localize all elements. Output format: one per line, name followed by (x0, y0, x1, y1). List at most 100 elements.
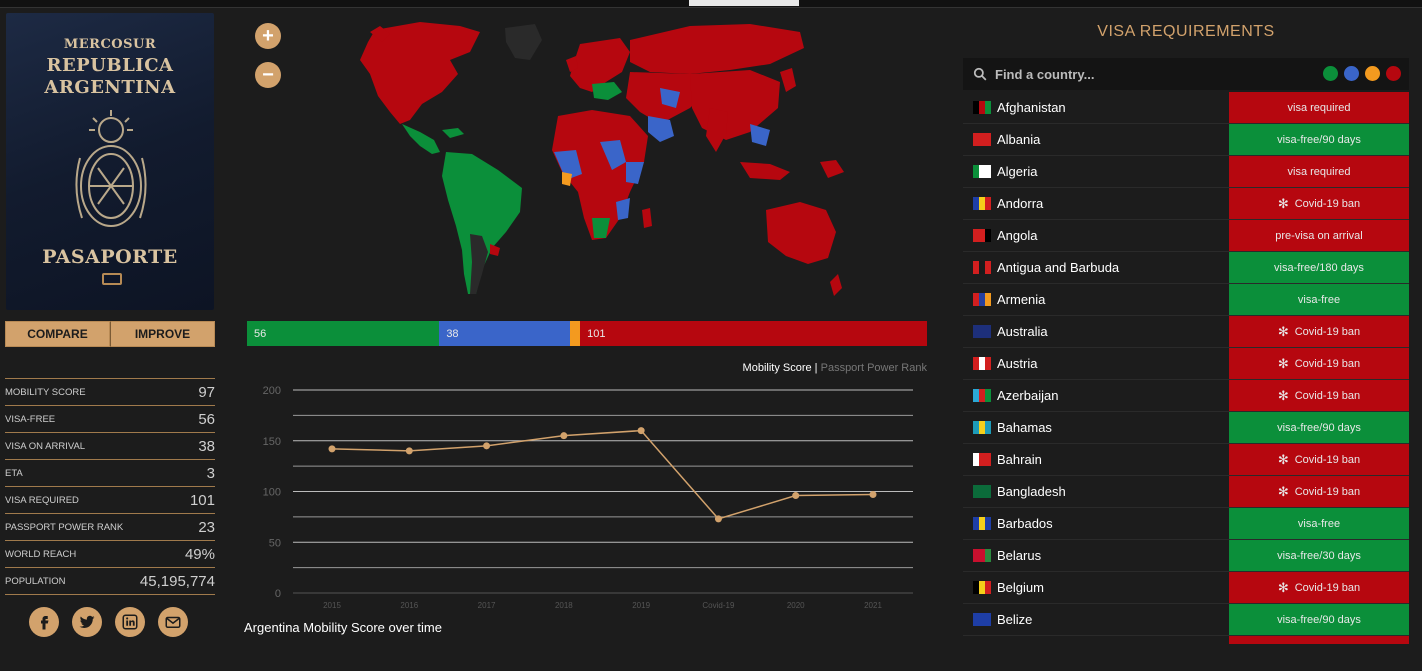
stats-divider (5, 594, 215, 595)
visa-status-text: Covid-19 ban (1294, 581, 1361, 594)
summary-eta[interactable] (569, 321, 581, 346)
country-flag-icon (973, 485, 991, 498)
x-tick-label: 2019 (632, 601, 650, 610)
visa-row[interactable]: Algeria visa required (963, 156, 1409, 188)
visa-requirements-title: VISA REQUIREMENTS (1097, 23, 1275, 40)
country-flag-icon (973, 229, 991, 242)
country-flag-icon (973, 517, 991, 530)
visa-status-badge: visa-free/90 days (1229, 124, 1409, 155)
visa-row[interactable]: Australia ✻ Covid-19 ban (963, 316, 1409, 348)
email-icon[interactable] (158, 607, 188, 637)
country-search-input[interactable] (995, 66, 1295, 82)
filter-orange-dot[interactable] (1365, 66, 1380, 81)
visa-row[interactable]: Andorra ✻ Covid-19 ban (963, 188, 1409, 220)
visa-status-badge: visa-free/30 days (1229, 540, 1409, 571)
mobility-score-line (331, 429, 874, 520)
stat-label: WORLD REACH (5, 548, 77, 560)
country-name: Australia (997, 324, 1048, 339)
filter-red-dot[interactable] (1386, 66, 1401, 81)
visa-row[interactable]: Azerbaijan ✻ Covid-19 ban (963, 380, 1409, 412)
visa-row[interactable]: Afghanistan visa required (963, 92, 1409, 124)
country-name: Bahrain (997, 452, 1042, 467)
passport-line-mercosur: MERCOSUR (63, 37, 157, 52)
country-name: Barbados (997, 516, 1053, 531)
improve-button[interactable]: IMPROVE (110, 321, 215, 347)
x-tick-label: 2021 (864, 601, 882, 610)
visa-row[interactable]: Belize visa-free/90 days (963, 604, 1409, 636)
x-tick-label: 2018 (555, 601, 573, 610)
country-flag-icon (973, 581, 991, 594)
visa-row[interactable] (963, 636, 1409, 644)
stat-visa-on-arrival: VISA ON ARRIVAL 38 (5, 432, 215, 459)
country-flag-icon (973, 357, 991, 370)
stat-label: VISA ON ARRIVAL (5, 440, 86, 452)
stat-label: VISA-FREE (5, 413, 56, 425)
twitter-icon[interactable] (72, 607, 102, 637)
stat-power-rank: PASSPORT POWER RANK 23 (5, 513, 215, 540)
country-name: Albania (997, 132, 1041, 147)
visa-row[interactable]: Bangladesh ✻ Covid-19 ban (963, 476, 1409, 508)
y-tick-label: 150 (263, 436, 281, 448)
top-tab[interactable] (689, 0, 799, 6)
visa-row[interactable]: Bahamas visa-free/90 days (963, 412, 1409, 444)
virus-icon: ✻ (1277, 451, 1289, 467)
stat-label: PASSPORT POWER RANK (5, 521, 124, 533)
country-flag-icon (973, 389, 991, 402)
visa-row[interactable]: Armenia visa-free (963, 284, 1409, 316)
visa-status-text: visa-free/90 days (1277, 133, 1361, 146)
summary-visa-required[interactable]: 101 (580, 321, 927, 346)
x-tick-label: 2017 (478, 601, 496, 610)
summary-visa-free[interactable]: 56 (247, 321, 440, 346)
world-visa-map[interactable] (330, 12, 850, 304)
social-share (29, 607, 188, 637)
summary-visa-on-arrival[interactable]: 38 (439, 321, 570, 346)
biometric-chip-icon (102, 273, 122, 285)
visa-status-badge: ✻ Covid-19 ban (1229, 316, 1409, 347)
visa-requirements-list: Afghanistan visa required Albania visa-free… (963, 92, 1409, 644)
y-tick-label: 200 (263, 385, 281, 397)
visa-status-badge: ✻ Covid-19 ban (1229, 572, 1409, 603)
mobility-score-toggle[interactable]: Mobility Score (742, 362, 812, 374)
x-tick-label: Covid-19 (702, 601, 735, 610)
country-name: Austria (997, 356, 1038, 371)
virus-icon: ✻ (1277, 355, 1289, 371)
visa-row[interactable]: Belarus visa-free/30 days (963, 540, 1409, 572)
zoom-in-button[interactable]: + (255, 23, 281, 49)
visa-status-badge: ✻ Covid-19 ban (1229, 188, 1409, 219)
stat-value: 38 (198, 437, 215, 455)
visa-row[interactable]: Antigua and Barbuda visa-free/180 days (963, 252, 1409, 284)
visa-status-badge: ✻ Covid-19 ban (1229, 444, 1409, 475)
visa-status-text: Covid-19 ban (1294, 453, 1361, 466)
country-search-bar (963, 58, 1409, 90)
passport-line-argentina: ARGENTINA (44, 77, 176, 98)
visa-row[interactable]: Albania visa-free/90 days (963, 124, 1409, 156)
filter-blue-dot[interactable] (1344, 66, 1359, 81)
stat-value: 49% (184, 545, 215, 563)
legend-separator: | (811, 362, 821, 374)
visa-row[interactable]: Bahrain ✻ Covid-19 ban (963, 444, 1409, 476)
visa-status-badge: visa-free/90 days (1229, 604, 1409, 635)
stat-population: POPULATION 45,195,774 (5, 567, 215, 594)
visa-row[interactable]: Austria ✻ Covid-19 ban (963, 348, 1409, 380)
zoom-out-button[interactable]: − (255, 62, 281, 88)
data-point (637, 427, 645, 435)
compare-button[interactable]: COMPARE (5, 321, 110, 347)
stat-value: 45,195,774 (139, 572, 215, 590)
facebook-icon[interactable] (29, 607, 59, 637)
visa-status-badge: ✻ Covid-19 ban (1229, 380, 1409, 411)
visa-row[interactable]: Barbados visa-free (963, 508, 1409, 540)
country-flag-icon (973, 453, 991, 466)
stat-label: VISA REQUIRED (5, 494, 79, 506)
power-rank-toggle[interactable]: Passport Power Rank (820, 362, 927, 374)
visa-status-text: visa-free/90 days (1277, 613, 1361, 626)
linkedin-icon[interactable] (115, 607, 145, 637)
visa-row[interactable]: Belgium ✻ Covid-19 ban (963, 572, 1409, 604)
filter-green-dot[interactable] (1323, 66, 1338, 81)
visa-status-text: Covid-19 ban (1294, 357, 1361, 370)
visa-row[interactable]: Angola pre-visa on arrival (963, 220, 1409, 252)
country-name: Afghanistan (997, 100, 1066, 115)
x-tick-label: 2016 (400, 601, 418, 610)
stat-value: 97 (198, 383, 215, 401)
coat-of-arms-icon (75, 110, 147, 227)
country-name: Bahamas (997, 420, 1052, 435)
